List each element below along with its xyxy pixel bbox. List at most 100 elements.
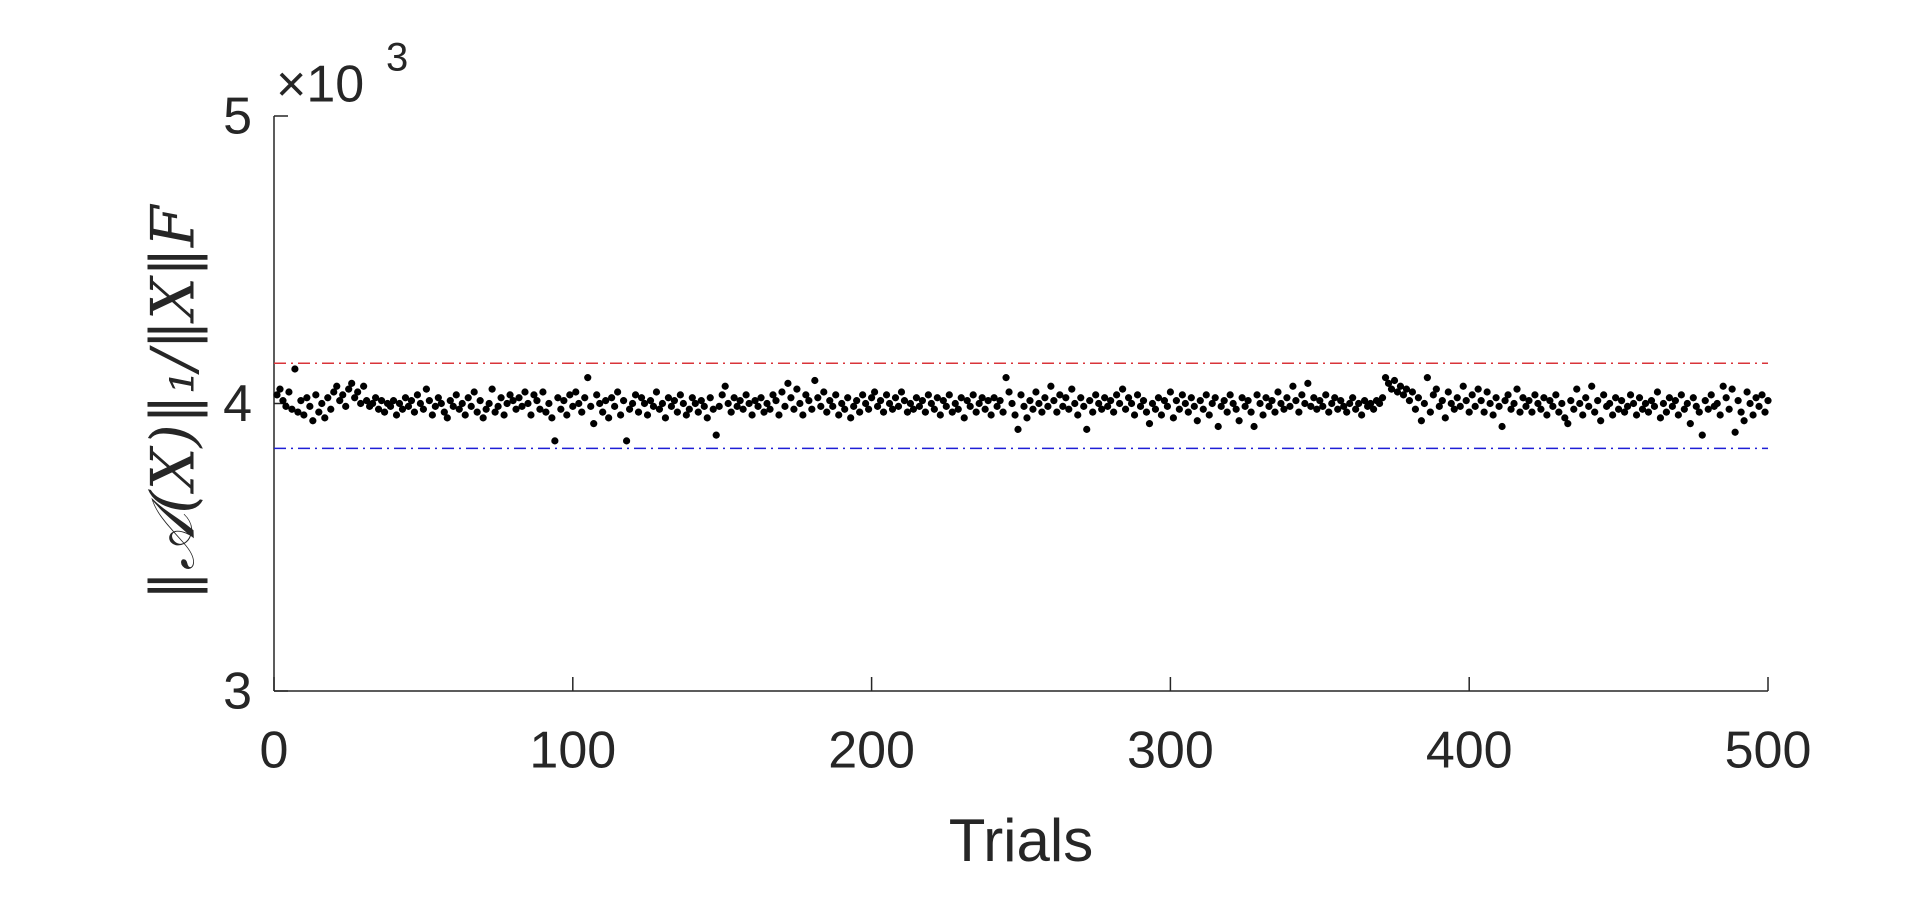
point xyxy=(835,411,843,419)
point xyxy=(416,399,425,408)
point xyxy=(1086,397,1094,405)
point xyxy=(380,408,389,416)
point xyxy=(1032,388,1040,396)
point xyxy=(1689,394,1697,402)
point xyxy=(1235,417,1243,425)
point xyxy=(503,399,511,408)
point xyxy=(1692,402,1700,410)
point xyxy=(488,385,496,393)
point xyxy=(862,399,870,408)
point xyxy=(865,405,873,413)
point xyxy=(891,394,900,402)
point xyxy=(521,388,529,396)
y-tick-label: 4 xyxy=(223,375,252,433)
point xyxy=(817,402,825,410)
point xyxy=(1737,408,1745,416)
point xyxy=(1585,402,1593,410)
point xyxy=(853,397,861,405)
point xyxy=(1274,388,1282,396)
point xyxy=(1435,402,1443,410)
point xyxy=(1071,399,1079,408)
point xyxy=(1399,391,1408,399)
point xyxy=(449,402,457,410)
point xyxy=(930,405,938,413)
point xyxy=(951,399,959,408)
point xyxy=(700,402,708,410)
point xyxy=(279,397,287,405)
point xyxy=(1396,382,1405,390)
point xyxy=(455,405,463,413)
point xyxy=(634,408,643,416)
point xyxy=(1169,414,1177,422)
point xyxy=(611,402,619,410)
point xyxy=(303,394,311,402)
point xyxy=(897,388,906,396)
point xyxy=(1492,394,1500,402)
point xyxy=(772,397,780,405)
point xyxy=(661,414,670,422)
point xyxy=(1507,405,1515,413)
point xyxy=(1325,408,1333,416)
point xyxy=(1704,405,1712,413)
point xyxy=(1208,399,1216,408)
point xyxy=(664,394,673,402)
point xyxy=(1423,374,1431,382)
y-tick-label: 3 xyxy=(223,663,252,721)
point xyxy=(1516,408,1524,416)
point xyxy=(1504,391,1512,399)
point xyxy=(1130,411,1139,419)
point xyxy=(357,399,365,408)
point xyxy=(751,397,759,405)
point xyxy=(1268,397,1276,405)
point xyxy=(894,402,903,410)
point xyxy=(802,391,810,399)
point xyxy=(981,405,989,413)
point xyxy=(1205,411,1213,419)
point xyxy=(1591,408,1599,416)
point xyxy=(906,399,915,408)
point xyxy=(1262,394,1270,402)
point xyxy=(841,405,849,413)
y-tick-label: 5 xyxy=(223,88,252,146)
point xyxy=(1092,391,1100,399)
point xyxy=(1358,411,1366,419)
point xyxy=(1041,394,1049,402)
point xyxy=(1638,405,1647,413)
point xyxy=(425,397,433,405)
point xyxy=(1731,428,1739,436)
point xyxy=(1307,402,1315,410)
point xyxy=(999,408,1007,416)
point xyxy=(1295,408,1303,416)
point xyxy=(1110,408,1118,416)
point xyxy=(500,411,508,419)
point xyxy=(1151,405,1160,413)
point xyxy=(1133,391,1142,399)
point xyxy=(330,388,338,396)
point xyxy=(1549,402,1557,410)
point xyxy=(1477,397,1485,405)
point xyxy=(942,402,950,410)
point xyxy=(312,391,320,399)
point xyxy=(1121,405,1130,413)
point xyxy=(844,394,852,402)
point xyxy=(673,408,681,416)
point xyxy=(1142,408,1151,416)
point xyxy=(1202,391,1210,399)
point xyxy=(608,394,616,402)
point xyxy=(1020,402,1028,410)
point xyxy=(1157,411,1166,419)
point xyxy=(1008,399,1016,408)
point xyxy=(1139,397,1148,405)
y-exponent: 3 xyxy=(386,36,408,80)
point xyxy=(1531,391,1539,399)
point xyxy=(685,405,693,413)
point xyxy=(1023,414,1031,422)
point xyxy=(799,411,807,419)
point xyxy=(1617,397,1626,405)
point xyxy=(1402,385,1411,393)
point xyxy=(1331,394,1339,402)
point xyxy=(306,402,314,410)
point xyxy=(473,408,481,416)
point xyxy=(1665,394,1673,402)
point xyxy=(596,399,604,408)
